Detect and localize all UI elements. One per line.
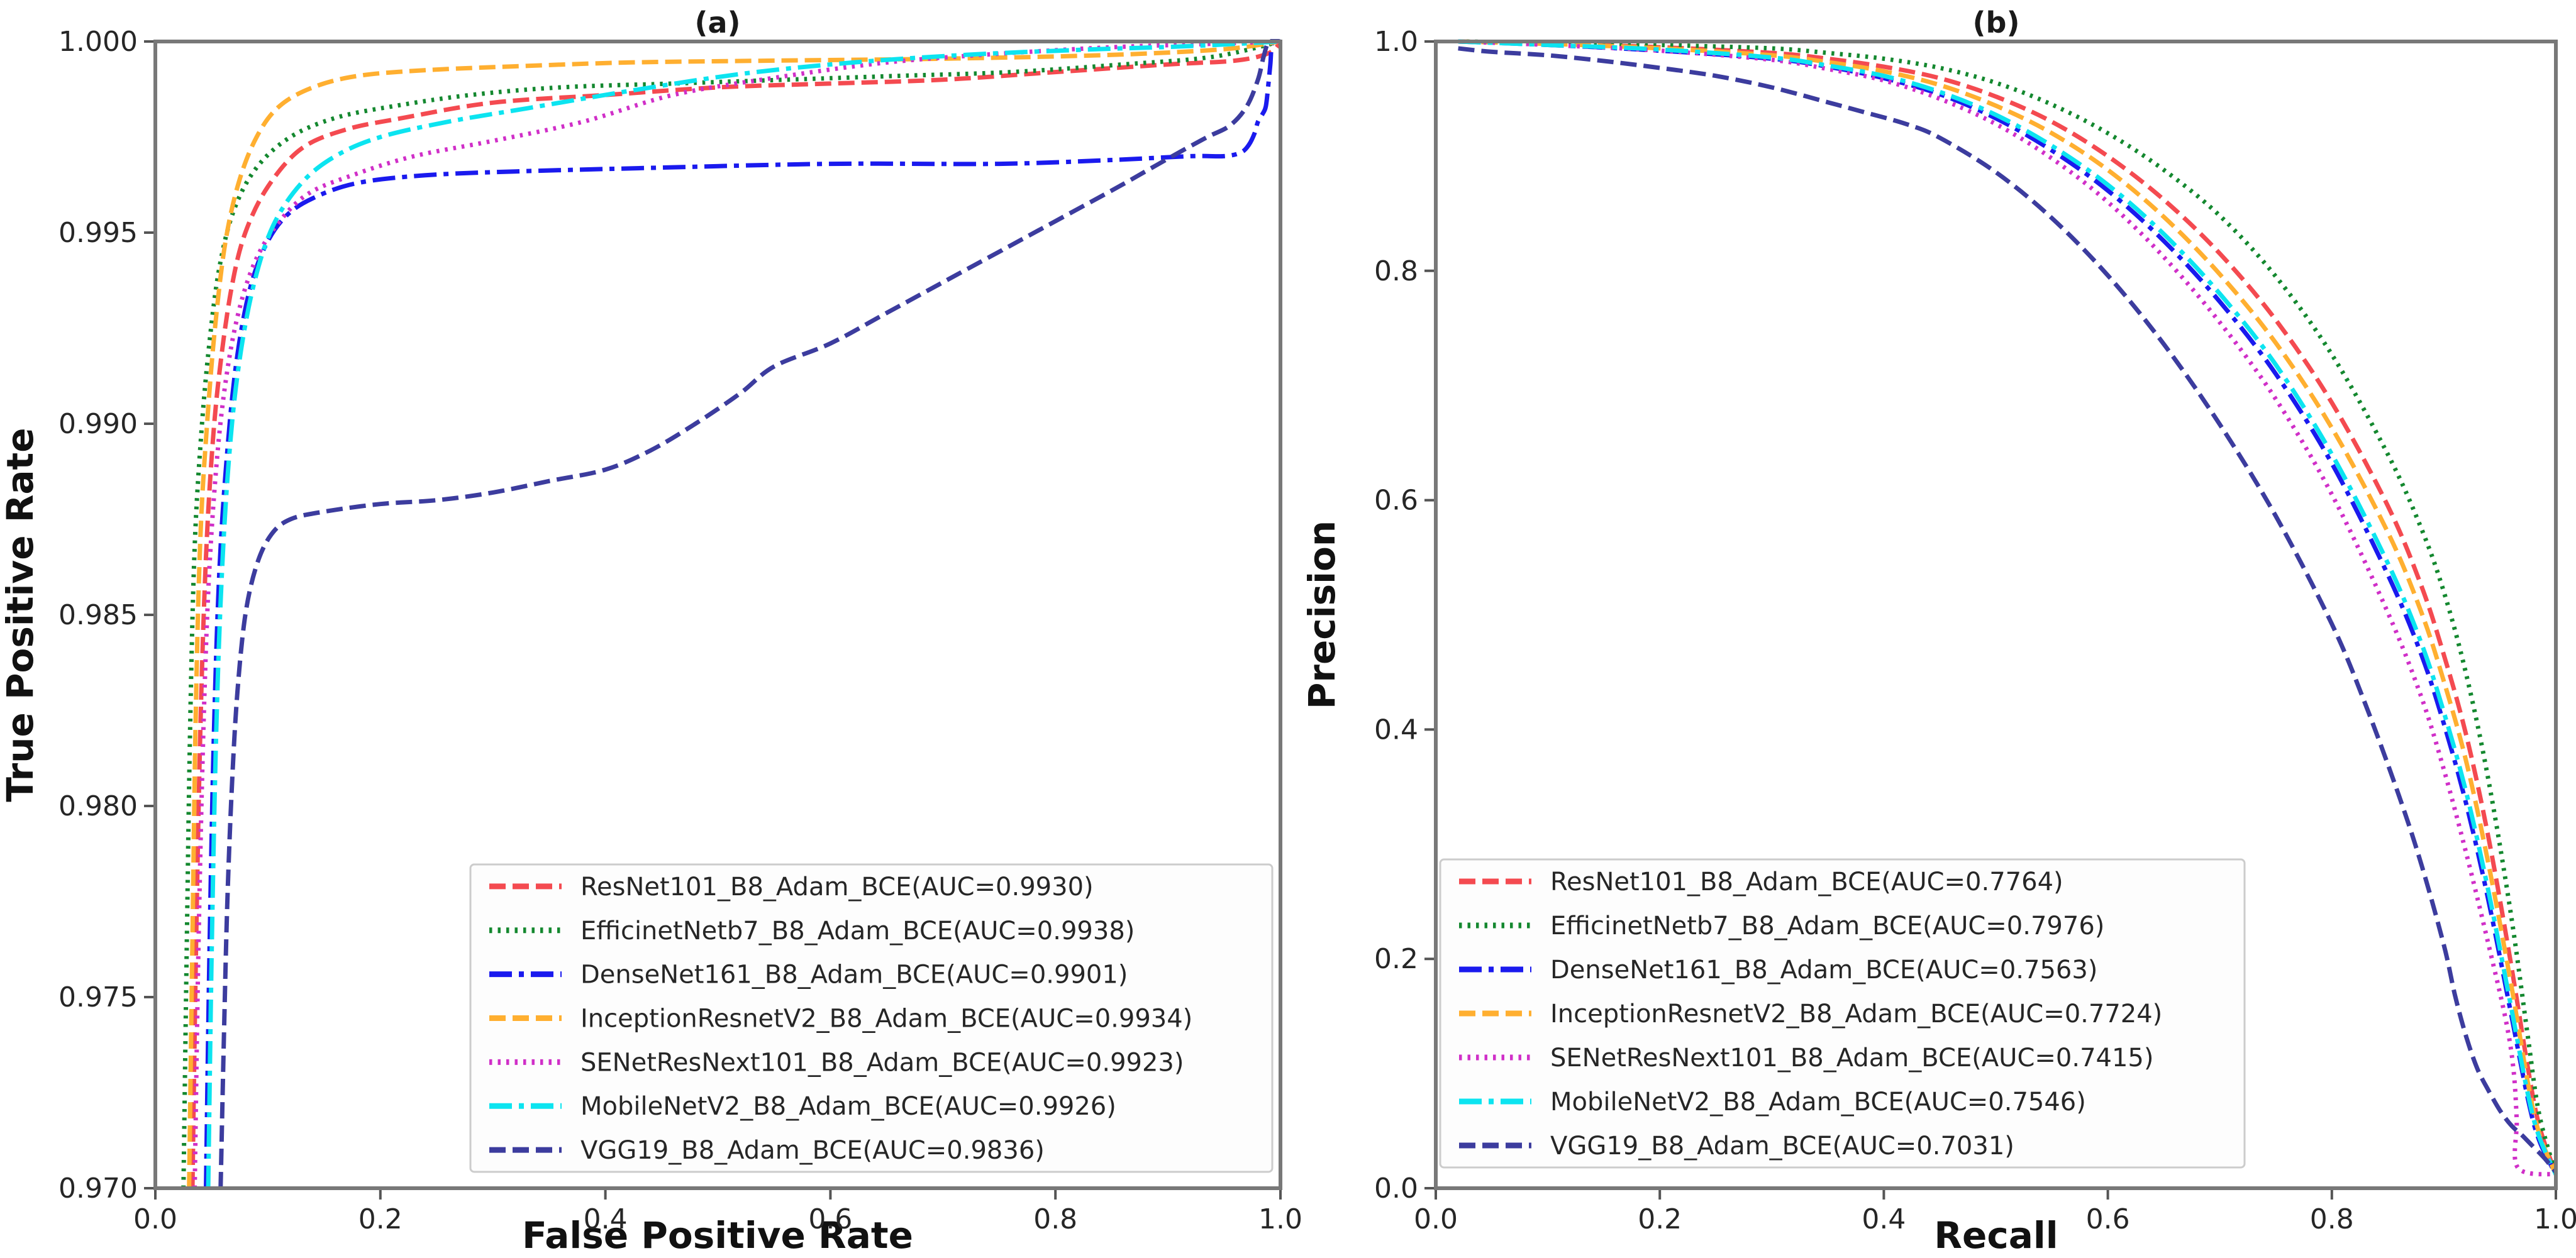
curve-efficinetnetb7 bbox=[1458, 39, 2558, 1176]
legend-label: ResNet101_B8_Adam_BCE(AUC=0.7764) bbox=[1550, 868, 2063, 897]
axes-frame bbox=[1434, 40, 2558, 1190]
x-tick-label: 0.6 bbox=[808, 1203, 852, 1235]
axes-frame bbox=[153, 40, 1282, 1190]
panel-b-axes: 0.0 0.2 0.4 0.6 0.8 1.0 0.0 0.2 0.4 0.6 0.8 1.0 ResN… bbox=[1374, 26, 2576, 1235]
y-tick-label: 0.8 bbox=[1374, 255, 1418, 287]
x-tick-label: 0.8 bbox=[1033, 1203, 1077, 1235]
legend-box bbox=[469, 863, 1274, 1173]
curve-senetresnext101 bbox=[192, 39, 1281, 1189]
legend-item-senetresnext101: SENetResNext101_B8_Adam_BCE(AUC=0.9923) bbox=[489, 1048, 1184, 1077]
x-tick-label: 0.8 bbox=[2310, 1203, 2354, 1235]
curve-inceptionresnetv2 bbox=[187, 39, 1281, 1189]
panel-b-xlabel: Recall bbox=[1934, 1214, 2058, 1255]
curve-inceptionresnetv2 bbox=[1458, 39, 2558, 1176]
legend-box bbox=[1439, 858, 2246, 1169]
y-tick-label: 0.2 bbox=[1374, 943, 1418, 975]
legend-label: EfficinetNetb7_B8_Adam_BCE(AUC=0.9938) bbox=[580, 917, 1135, 946]
legend-item-densenet161: DenseNet161_B8_Adam_BCE(AUC=0.9901) bbox=[489, 961, 1128, 990]
legend-label: VGG19_B8_Adam_BCE(AUC=0.9836) bbox=[580, 1136, 1045, 1165]
curve-mobilenetv2 bbox=[1458, 39, 2558, 1176]
legend-item-mobilenetv2: MobileNetV2_B8_Adam_BCE(AUC=0.9926) bbox=[489, 1092, 1116, 1121]
y-tick-label: 1.000 bbox=[58, 26, 138, 58]
legend-label: VGG19_B8_Adam_BCE(AUC=0.7031) bbox=[1550, 1132, 2014, 1161]
y-tick-label: 0.985 bbox=[58, 599, 138, 631]
y-tick-label: 0.990 bbox=[58, 408, 138, 440]
y-tick-label: 1.0 bbox=[1374, 26, 1418, 58]
x-tick-label: 0.6 bbox=[2086, 1203, 2130, 1235]
panel-a-title: (a) bbox=[694, 6, 740, 40]
legend-label: SENetResNext101_B8_Adam_BCE(AUC=0.9923) bbox=[580, 1048, 1184, 1077]
curve-resnet101 bbox=[1458, 39, 2558, 1176]
legend-item-inceptionresnetv2: InceptionResnetV2_B8_Adam_BCE(AUC=0.7724… bbox=[1459, 1000, 2162, 1029]
legend-label: EfficinetNetb7_B8_Adam_BCE(AUC=0.7976) bbox=[1550, 912, 2104, 941]
x-tick-label: 1.0 bbox=[1258, 1203, 1302, 1235]
legend-label: SENetResNext101_B8_Adam_BCE(AUC=0.7415) bbox=[1550, 1044, 2153, 1073]
legend-item-densenet161: DenseNet161_B8_Adam_BCE(AUC=0.7563) bbox=[1459, 956, 2097, 985]
y-tick-label: 0.6 bbox=[1374, 485, 1418, 517]
panel-a-ylabel: True Positive Rate bbox=[0, 428, 42, 802]
curve-vgg19 bbox=[1458, 46, 2558, 1174]
legend-label: DenseNet161_B8_Adam_BCE(AUC=0.9901) bbox=[580, 961, 1128, 990]
legend-b: ResNet101_B8_Adam_BCE(AUC=0.7764) Efficin… bbox=[1439, 858, 2246, 1169]
legend-item-mobilenetv2: MobileNetV2_B8_Adam_BCE(AUC=0.7546) bbox=[1459, 1088, 2086, 1117]
legend-label: ResNet101_B8_Adam_BCE(AUC=0.9930) bbox=[580, 873, 1094, 902]
x-tick-label: 1.0 bbox=[2534, 1203, 2576, 1235]
legend-item-vgg19: VGG19_B8_Adam_BCE(AUC=0.9836) bbox=[489, 1136, 1045, 1165]
legend-label: InceptionResnetV2_B8_Adam_BCE(AUC=0.9934… bbox=[580, 1005, 1192, 1034]
x-tick-label: 0.4 bbox=[584, 1203, 628, 1235]
x-tick-label: 0.2 bbox=[1638, 1203, 1682, 1235]
panel-a-xlabel: False Positive Rate bbox=[522, 1214, 913, 1255]
y-tick-label: 0.4 bbox=[1374, 714, 1418, 746]
y-tick-label: 0.970 bbox=[58, 1172, 138, 1205]
legend-item-efficinetnetb7: EfficinetNetb7_B8_Adam_BCE(AUC=0.9938) bbox=[489, 917, 1135, 946]
x-tick-label: 0.0 bbox=[133, 1203, 177, 1235]
panel-b-title: (b) bbox=[1973, 6, 2020, 40]
panel-b-ylabel: Precision bbox=[1301, 521, 1343, 709]
legend-label: MobileNetV2_B8_Adam_BCE(AUC=0.7546) bbox=[1550, 1088, 2086, 1117]
legend-item-inceptionresnetv2: InceptionResnetV2_B8_Adam_BCE(AUC=0.9934… bbox=[489, 1005, 1192, 1034]
x-tick-label: 0.4 bbox=[1862, 1203, 1906, 1235]
panel-a-axes: 0.0 0.2 0.4 0.6 0.8 1.0 0.970 0.975 0.980 0.985 0.… bbox=[58, 26, 1302, 1235]
legend-a: ResNet101_B8_Adam_BCE(AUC=0.9930) Efficin… bbox=[469, 863, 1274, 1173]
y-tick-label: 0.980 bbox=[58, 790, 138, 822]
legend-label: DenseNet161_B8_Adam_BCE(AUC=0.7563) bbox=[1550, 956, 2097, 985]
legend-label: InceptionResnetV2_B8_Adam_BCE(AUC=0.7724… bbox=[1550, 1000, 2162, 1029]
x-tick-label: 0.0 bbox=[1414, 1203, 1458, 1235]
y-tick-label: 0.975 bbox=[58, 981, 138, 1013]
legend-item-efficinetnetb7: EfficinetNetb7_B8_Adam_BCE(AUC=0.7976) bbox=[1459, 912, 2104, 941]
curve-vgg19 bbox=[218, 39, 1281, 1189]
legend-item-senetresnext101: SENetResNext101_B8_Adam_BCE(AUC=0.7415) bbox=[1459, 1044, 2153, 1073]
legend-item-vgg19: VGG19_B8_Adam_BCE(AUC=0.7031) bbox=[1459, 1132, 2014, 1161]
x-tick-label: 0.2 bbox=[358, 1203, 402, 1235]
curve-densenet161 bbox=[204, 39, 1281, 1189]
legend-item-resnet101: ResNet101_B8_Adam_BCE(AUC=0.7764) bbox=[1459, 868, 2063, 897]
panel-b-pr: (b) Recall Precision 0.0 0.2 0.4 0.6 0.8 1.00… bbox=[1301, 6, 2576, 1257]
legend-label: MobileNetV2_B8_Adam_BCE(AUC=0.9926) bbox=[580, 1092, 1116, 1121]
legend-item-resnet101: ResNet101_B8_Adam_BCE(AUC=0.9930) bbox=[489, 873, 1094, 902]
y-tick-label: 0.995 bbox=[58, 217, 138, 249]
y-tick-label: 0.0 bbox=[1374, 1172, 1418, 1205]
panel-a-roc: (a) False Positive Rate True Positive Ra… bbox=[0, 6, 1302, 1257]
